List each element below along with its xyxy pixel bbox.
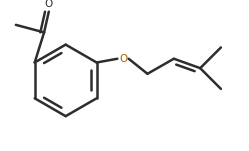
Text: O: O xyxy=(119,54,127,64)
Text: O: O xyxy=(45,0,53,9)
